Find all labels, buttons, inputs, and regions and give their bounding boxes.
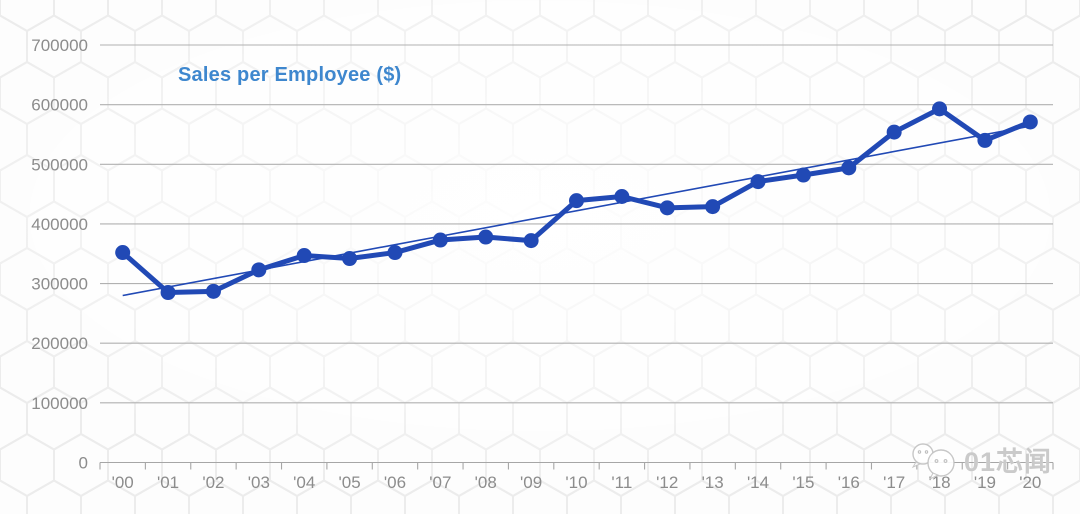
x-axis-tick-label: '10 — [565, 473, 587, 492]
x-axis-tick-label: '18 — [928, 473, 950, 492]
chart-title: Sales per Employee ($) — [178, 64, 402, 86]
data-point — [523, 233, 539, 249]
x-axis-tick-label: '20 — [1019, 473, 1041, 492]
x-axis-tick-label: '15 — [792, 473, 814, 492]
y-axis-tick-label: 400000 — [31, 215, 88, 234]
x-axis-tick-label: '00 — [112, 473, 134, 492]
data-point — [387, 245, 403, 261]
y-axis-tick-label: 300000 — [31, 275, 88, 294]
x-axis-tick-label: '17 — [883, 473, 905, 492]
x-axis-tick-label: '05 — [339, 473, 361, 492]
x-axis-tick-label: '03 — [248, 473, 270, 492]
data-point — [659, 200, 675, 216]
x-axis-tick-label: '07 — [429, 473, 451, 492]
x-axis-tick-label: '19 — [974, 473, 996, 492]
data-point — [932, 101, 948, 117]
data-point — [886, 124, 902, 140]
data-point — [705, 199, 721, 215]
x-axis-tick-label: '01 — [157, 473, 179, 492]
x-axis-tick-label: '08 — [475, 473, 497, 492]
x-axis-tick-label: '06 — [384, 473, 406, 492]
x-axis-tick-label: '04 — [293, 473, 315, 492]
data-point — [115, 245, 131, 261]
x-axis-tick-label: '14 — [747, 473, 769, 492]
x-axis-tick-label: '13 — [702, 473, 724, 492]
y-axis-tick-label: 500000 — [31, 155, 88, 174]
data-point — [205, 283, 221, 299]
y-axis-tick-label: 0 — [79, 454, 88, 473]
x-axis-tick-label: '12 — [656, 473, 678, 492]
data-point — [841, 160, 857, 176]
trendline — [122, 125, 1031, 297]
x-axis-tick-label: '09 — [520, 473, 542, 492]
data-point — [478, 229, 494, 245]
x-axis-tick-label: '02 — [202, 473, 224, 492]
y-axis-tick-label: 200000 — [31, 334, 88, 353]
y-axis-tick-label: 700000 — [31, 36, 88, 55]
data-point — [569, 193, 584, 209]
x-axis-tick-label: '11 — [611, 473, 632, 492]
y-axis-tick-label: 600000 — [31, 96, 88, 115]
x-axis-tick-label: '16 — [838, 473, 860, 492]
y-axis-tick-label: 100000 — [31, 394, 88, 413]
